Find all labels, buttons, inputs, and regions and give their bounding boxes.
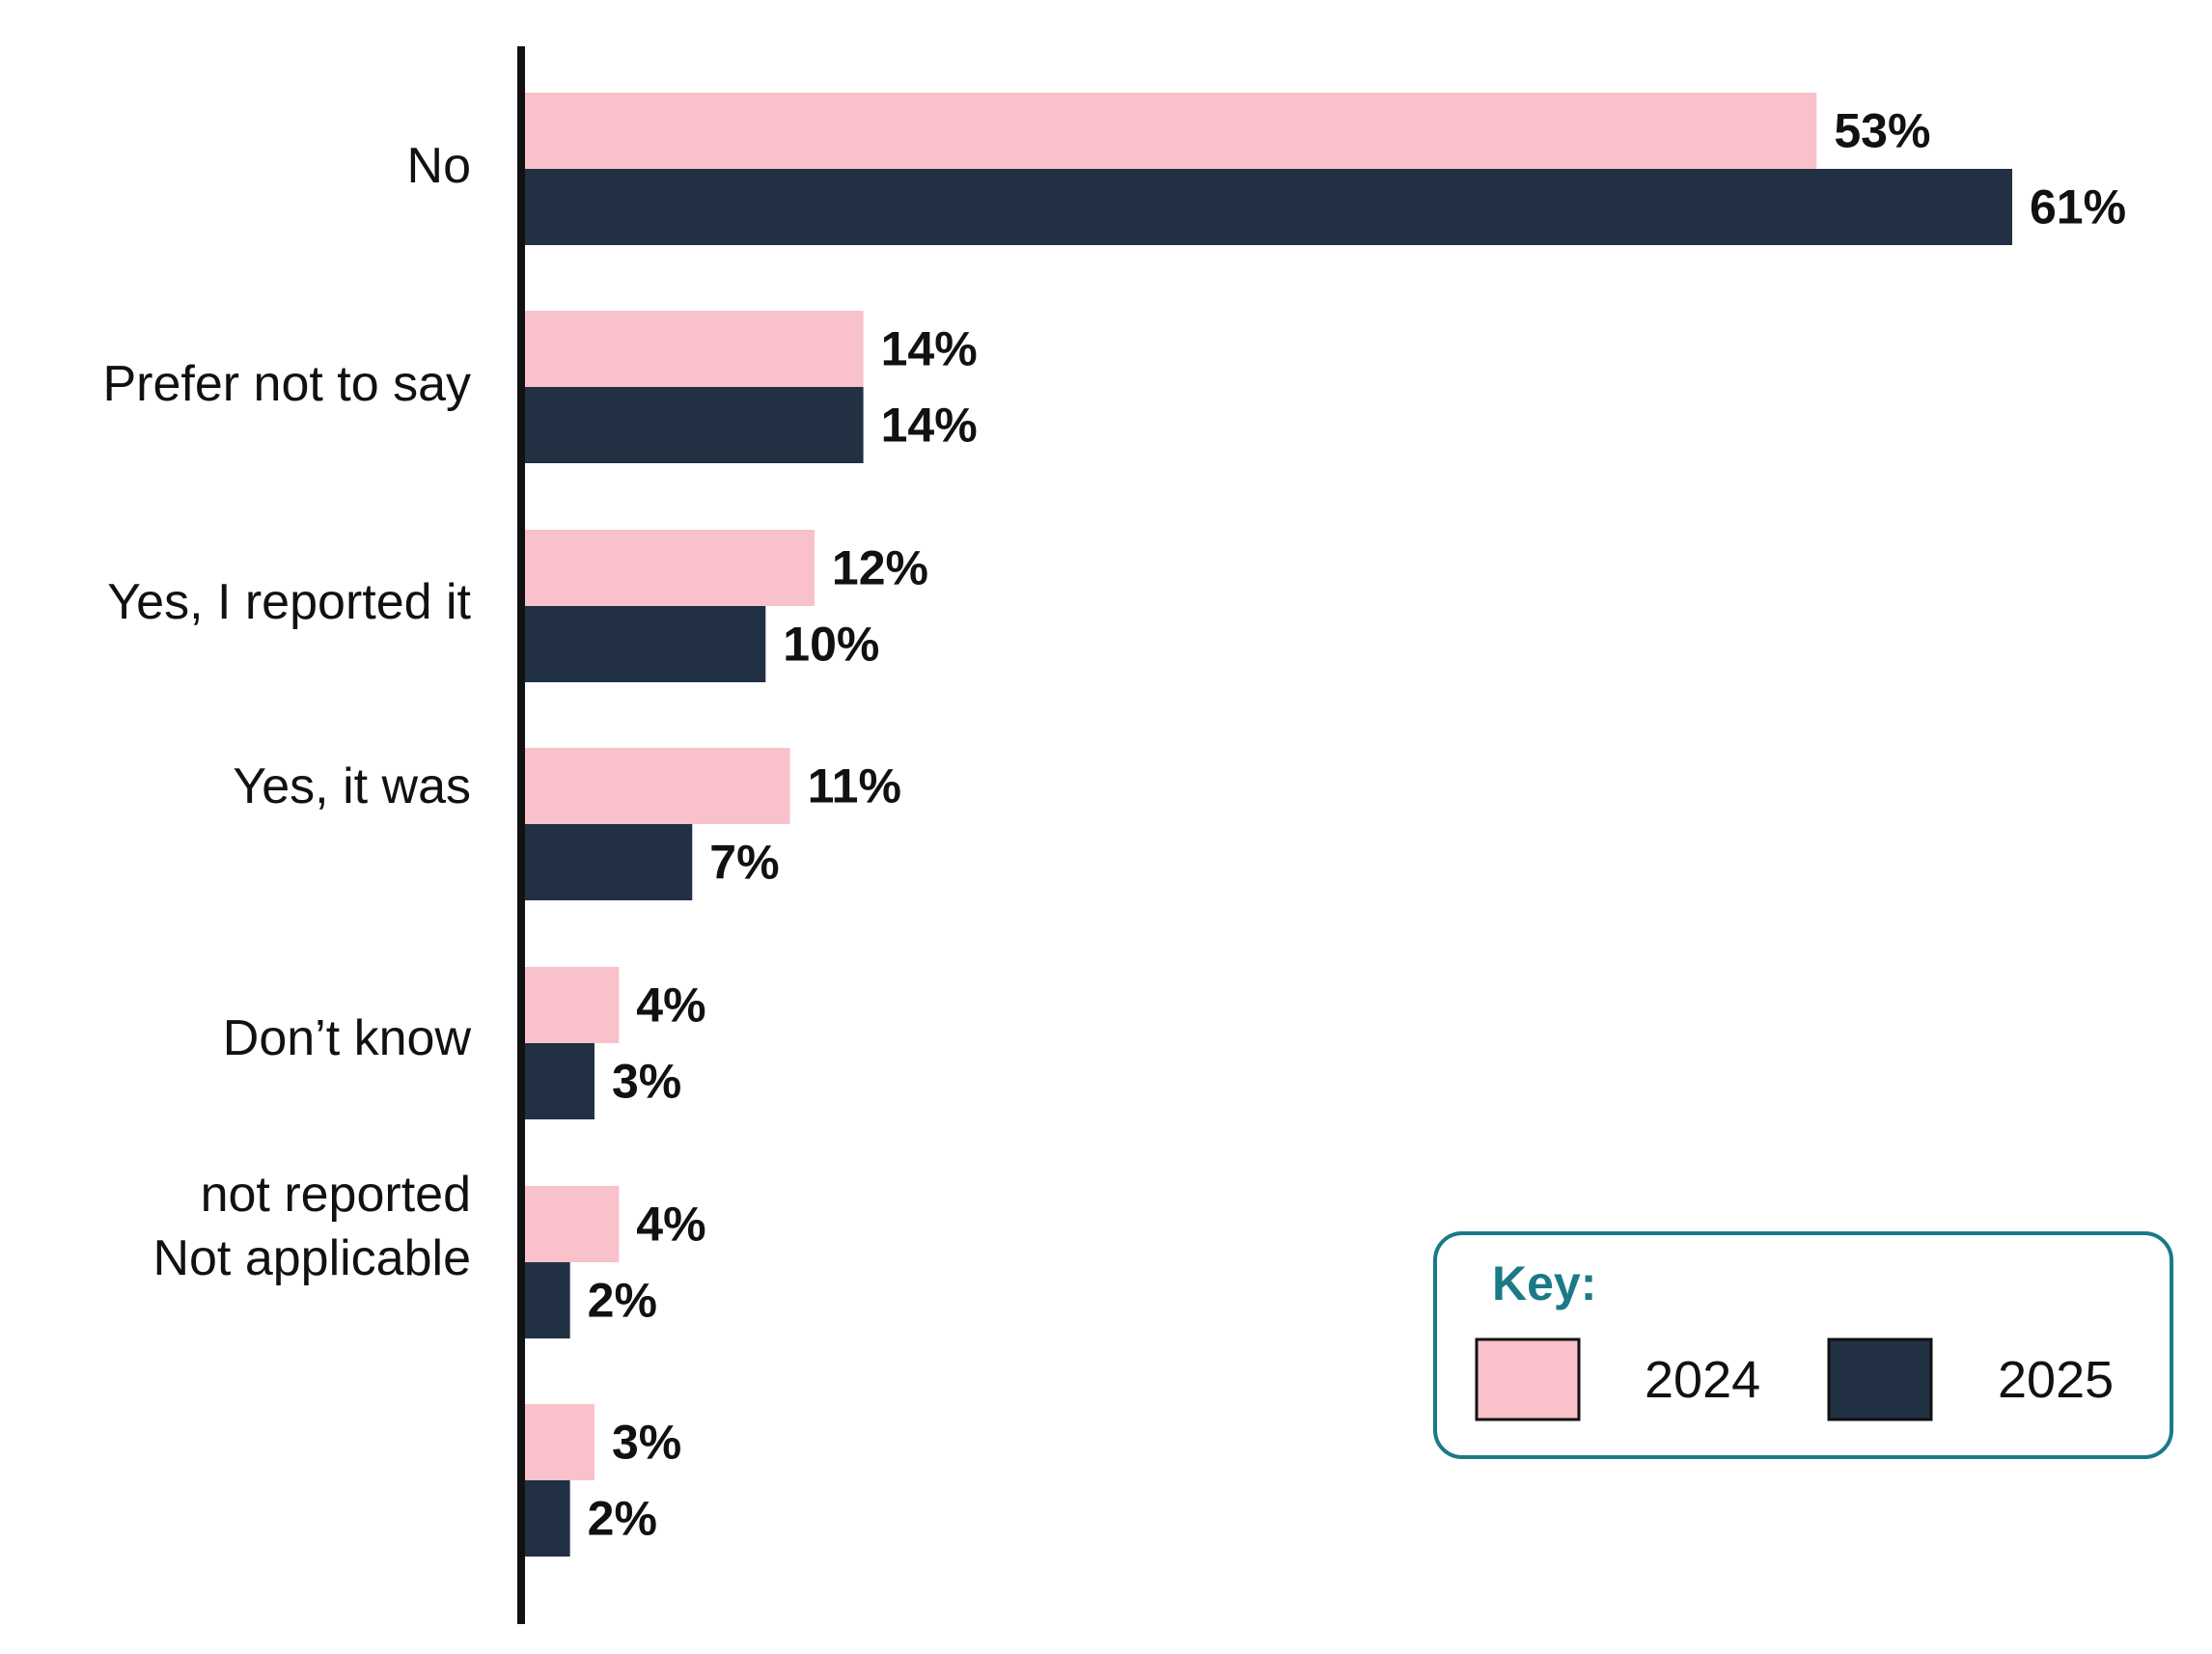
legend-label-2024: 2024 (1645, 1351, 1760, 1409)
bar-2024-0 (521, 93, 1817, 169)
bar-2024-3 (521, 748, 790, 824)
category-label-6: Not applicable (152, 1230, 471, 1286)
bar-2025-2 (521, 606, 766, 682)
category-label-0: No (407, 138, 471, 194)
legend-box (1433, 1231, 2173, 1459)
value-label-2025-0: 61% (2030, 180, 2126, 234)
value-label-2025-5: 2% (588, 1274, 657, 1328)
labels-layer: 53% 14% 12% 11% 4% 4% 3% 61% 14% 10% 7% 3% 2% 2% No Pre… (102, 104, 2126, 1546)
bars-layer (521, 93, 2012, 1557)
value-label-2024-3: 11% (808, 759, 901, 813)
category-label-2: Yes, I reported it (107, 574, 471, 630)
bar-2025-6 (521, 1480, 570, 1557)
bar-2025-5 (521, 1262, 570, 1338)
category-label-1: Prefer not to say (102, 356, 471, 412)
value-label-2025-4: 3% (612, 1055, 681, 1109)
bar-2025-3 (521, 824, 693, 900)
value-label-2025-6: 2% (588, 1492, 657, 1546)
value-label-2024-4: 4% (636, 979, 705, 1033)
category-label-5: not reported (201, 1167, 471, 1223)
legend-title: Key: (1492, 1256, 1596, 1310)
category-label-3: Yes, it was (233, 758, 471, 814)
legend-label-2025: 2025 (1998, 1351, 2114, 1409)
value-label-2024-0: 53% (1834, 104, 1930, 158)
legend-swatch-2024 (1475, 1337, 1581, 1421)
bar-2024-1 (521, 311, 864, 387)
value-label-2025-1: 14% (881, 399, 978, 453)
value-label-2025-3: 7% (709, 836, 779, 890)
bar-2024-6 (521, 1404, 594, 1480)
value-label-2024-6: 3% (612, 1416, 681, 1470)
category-label-4: Don’t know (223, 1010, 472, 1066)
bar-2024-4 (521, 967, 620, 1043)
legend-swatch-2025 (1827, 1337, 1933, 1421)
value-label-2025-2: 10% (783, 618, 879, 672)
bar-2025-4 (521, 1043, 594, 1119)
legend: Key: 2024 2025 (1433, 1231, 2173, 1459)
value-label-2024-5: 4% (636, 1198, 705, 1252)
bar-2024-2 (521, 530, 815, 606)
value-label-2024-1: 14% (881, 322, 978, 376)
bar-2025-1 (521, 387, 864, 463)
value-label-2024-2: 12% (832, 541, 928, 595)
bar-2025-0 (521, 169, 2012, 245)
bar-2024-5 (521, 1186, 620, 1262)
